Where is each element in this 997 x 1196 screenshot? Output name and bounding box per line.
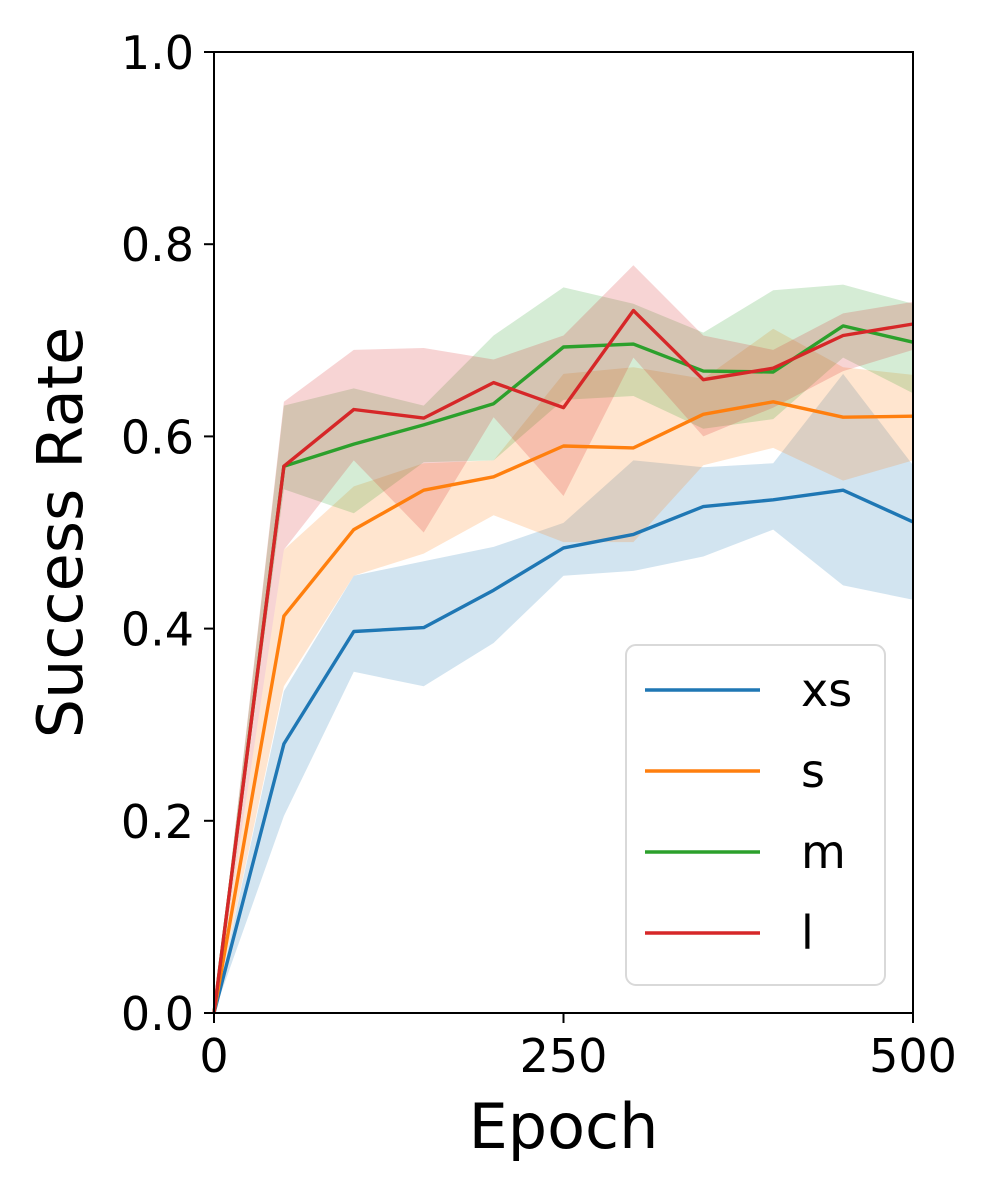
- y-tick-label: 0.8: [121, 218, 194, 272]
- line-s: [212, 400, 914, 1014]
- band-l: [214, 265, 913, 1013]
- legend-label-xs: xs: [801, 663, 852, 717]
- line-l: [212, 308, 914, 1014]
- line-xs: [212, 488, 914, 1014]
- y-tick-label: 0.0: [121, 987, 194, 1041]
- x-tick-label: 250: [520, 1029, 608, 1083]
- legend-box: [625, 644, 886, 986]
- y-axis-label: Success Rate: [24, 327, 97, 738]
- band-xs: [214, 373, 913, 1013]
- x-tick-label: 0: [199, 1029, 228, 1083]
- band-s: [214, 328, 913, 1013]
- legend-label-l: l: [801, 906, 814, 960]
- legend-label-s: s: [801, 744, 825, 798]
- band-m: [214, 284, 913, 1014]
- y-axis-ticks: 0.0 0.2 0.4 0.6 0.8 1.0: [121, 26, 214, 1041]
- legend-label-m: m: [801, 825, 846, 879]
- y-tick-label: 0.2: [121, 795, 194, 849]
- y-tick-label: 0.6: [121, 410, 194, 464]
- x-tick-label: 500: [869, 1029, 957, 1083]
- confidence-bands: [214, 265, 913, 1014]
- x-axis-label: Epoch: [469, 1090, 659, 1163]
- legend: xs sml: [625, 644, 886, 986]
- x-axis-ticks: 0 250 500: [199, 1013, 957, 1083]
- y-tick-label: 0.4: [121, 603, 194, 657]
- y-tick-label: 1.0: [121, 26, 194, 80]
- series-lines: [212, 308, 914, 1014]
